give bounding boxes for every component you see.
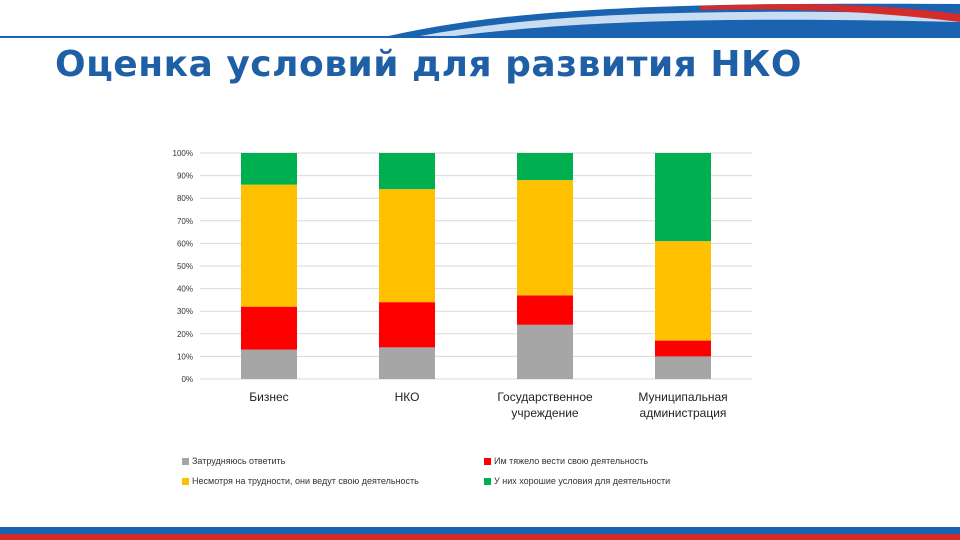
bar-segment	[655, 340, 711, 357]
y-tick-label: 40%	[177, 285, 193, 294]
y-tick-label: 10%	[177, 352, 193, 361]
bar-segment	[379, 189, 435, 303]
y-tick-label: 90%	[177, 172, 193, 181]
y-tick-label: 0%	[181, 375, 193, 384]
legend-item: Им тяжело вести свою деятельность	[484, 456, 648, 466]
category-label: Государственное	[497, 390, 593, 404]
category-label: учреждение	[511, 406, 578, 420]
banner-light-wave	[420, 11, 960, 38]
banner-red-stripe	[700, 4, 960, 23]
legend-swatch	[182, 457, 189, 465]
banner-underline	[0, 36, 960, 38]
bar-segment	[241, 153, 297, 185]
legend-label: Затрудняюсь ответить	[192, 456, 286, 466]
legend-swatch	[484, 457, 491, 465]
top-banner	[0, 3, 960, 38]
bar-segment	[241, 306, 297, 350]
chart-legend: Затрудняюсь ответить Им тяжело вести свою…	[182, 456, 742, 500]
bar-segment	[655, 241, 711, 341]
category-label: администрация	[640, 406, 727, 420]
bottom-stripe-blue	[0, 527, 960, 534]
bar-segment	[655, 153, 711, 242]
bar-segment	[517, 295, 573, 325]
bar-segment	[517, 324, 573, 379]
legend-item: Затрудняюсь ответить	[182, 456, 285, 466]
slide-title: Оценка условий для развития НКО	[55, 44, 802, 85]
y-tick-label: 100%	[173, 149, 193, 158]
bar-segment	[379, 153, 435, 190]
legend-item: Несмотря на трудности, они ведут свою де…	[182, 476, 419, 486]
y-tick-label: 20%	[177, 330, 193, 339]
y-tick-label: 80%	[177, 194, 193, 203]
bar-segment	[379, 347, 435, 379]
y-tick-label: 30%	[177, 307, 193, 316]
chart-plot: 0% 10% 20% 30% 40% 50% 60% 70% 80% 90% 100% Бизнес Н…	[173, 149, 752, 420]
y-tick-label: 70%	[177, 217, 193, 226]
category-label: НКО	[395, 390, 420, 404]
bottom-stripe-red	[0, 534, 960, 540]
bar-segment	[655, 356, 711, 379]
bar-segment	[241, 184, 297, 307]
bottom-stripe	[0, 527, 960, 540]
y-tick-label: 60%	[177, 239, 193, 248]
y-tick-label: 50%	[177, 262, 193, 271]
legend-swatch	[182, 477, 189, 485]
bar-segment	[379, 302, 435, 348]
legend-swatch	[484, 477, 491, 485]
bar-segment	[241, 349, 297, 379]
bar-segment	[517, 180, 573, 296]
legend-label: Несмотря на трудности, они ведут свою де…	[192, 476, 419, 486]
legend-label: Им тяжело вести свою деятельность	[494, 456, 649, 466]
bar-segment	[517, 153, 573, 181]
legend-label: У них хорошие условия для деятельности	[494, 476, 671, 486]
category-label: Муниципальная	[638, 390, 727, 404]
category-label: Бизнес	[249, 390, 288, 404]
legend-item: У них хорошие условия для деятельности	[484, 476, 670, 486]
